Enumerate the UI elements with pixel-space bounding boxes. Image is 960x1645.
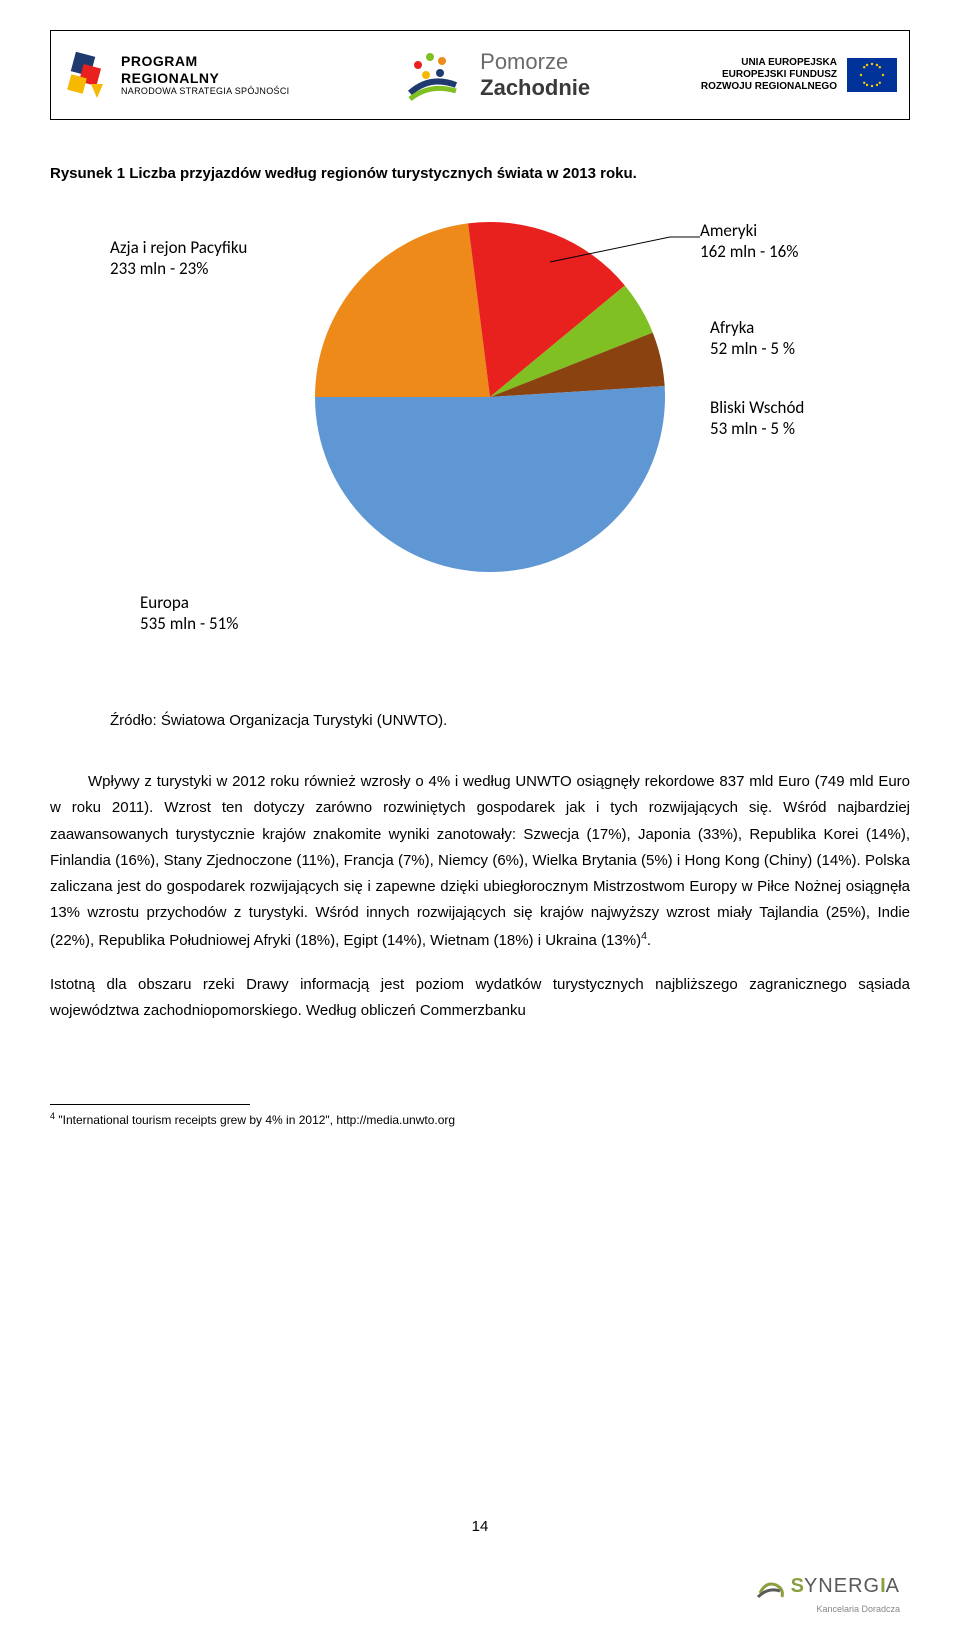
pie-slice	[315, 223, 490, 397]
eu-line2: EUROPEJSKI FUNDUSZ	[701, 69, 837, 81]
pie-slice	[315, 386, 665, 572]
program-regionalny-logo: PROGRAM REGIONALNY NARODOWA STRATEGIA SP…	[63, 46, 289, 104]
eu-line3: ROZWOJU REGIONALNEGO	[701, 81, 837, 93]
paragraph-1: Wpływy z turystyki w 2012 roku również w…	[50, 769, 910, 954]
chart-label-afryka: Afryka 52 mln - 5 %	[710, 317, 795, 360]
chart-label-europa: Europa 535 mln - 51%	[140, 592, 238, 635]
synergia-icon	[754, 1575, 788, 1603]
chart-source: Źródło: Światowa Organizacja Turystyki (…	[110, 712, 910, 729]
eu-flag-icon	[847, 58, 897, 92]
chart-label-azja: Azja i rejon Pacyfiku 233 mln - 23%	[110, 237, 247, 280]
pomorze-word1: Pomorze	[480, 49, 568, 74]
header-banner: PROGRAM REGIONALNY NARODOWA STRATEGIA SP…	[50, 30, 910, 120]
program-line3: NARODOWA STRATEGIA SPÓJNOŚCI	[121, 86, 289, 97]
chart-label-bliski-wschod: Bliski Wschód 53 mln - 5 %	[710, 397, 804, 440]
footnote: 4 "International tourism receipts grew b…	[50, 1111, 910, 1127]
page-number: 14	[0, 1518, 960, 1535]
figure-title: Rysunek 1 Liczba przyjazdów według regio…	[50, 165, 910, 182]
pie-chart-svg	[315, 222, 665, 572]
footer-brand: SYNERGIA Kancelaria Doradcza	[754, 1575, 900, 1615]
program-line1: PROGRAM	[121, 53, 289, 70]
pomorze-icon	[400, 45, 470, 105]
program-regionalny-icon	[63, 46, 111, 104]
program-line2: REGIONALNY	[121, 70, 289, 87]
eu-logo-block: UNIA EUROPEJSKA EUROPEJSKI FUNDUSZ ROZWO…	[701, 57, 897, 93]
pomorze-logo: Pomorze Zachodnie	[400, 45, 590, 105]
chart-label-ameryki: Ameryki 162 mln - 16%	[700, 220, 798, 263]
eu-line1: UNIA EUROPEJSKA	[701, 57, 837, 69]
pie-chart: Europa 535 mln - 51% Azja i rejon Pacyfi…	[50, 212, 910, 672]
paragraph-2: Istotną dla obszaru rzeki Drawy informac…	[50, 972, 910, 1025]
footnote-separator	[50, 1104, 250, 1105]
pomorze-word2: Zachodnie	[480, 75, 590, 100]
